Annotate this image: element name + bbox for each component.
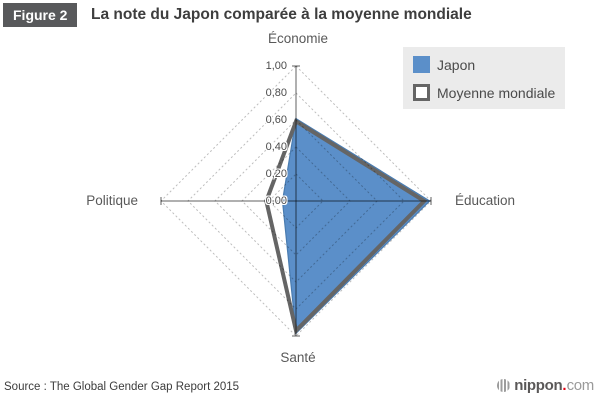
radial-tick-label: 0,60 <box>265 114 287 126</box>
axis-label-politique: Politique <box>86 193 138 208</box>
axis-label-sante: Santé <box>280 350 316 365</box>
radial-tick-label: 0,20 <box>265 168 287 180</box>
axis-label-economie: Économie <box>267 31 329 46</box>
globe-icon <box>497 379 511 392</box>
series-japon <box>281 117 431 335</box>
legend-item-japon: Japon <box>413 56 475 73</box>
figure-badge: Figure 2 <box>3 3 78 27</box>
radial-tick-label: 1,00 <box>265 60 287 72</box>
axis-label-education: Éducation <box>455 193 516 208</box>
legend-label: Japon <box>437 56 476 73</box>
source-note: Source : The Global Gender Gap Report 20… <box>4 381 240 393</box>
radial-tick-label: 0,80 <box>265 87 287 99</box>
logo-tld: com <box>566 377 595 394</box>
radial-tick-label: 0,00 <box>265 195 287 207</box>
nippon-logo: nippon. com <box>497 377 594 394</box>
radial-tick-label: 0,40 <box>265 141 287 153</box>
legend-item-moyenne-mondiale: Moyenne mondiale <box>413 84 555 101</box>
japon-swatch-icon <box>413 56 430 73</box>
chart-legend: Japon Moyenne mondiale <box>403 47 565 109</box>
logo-text: nippon <box>514 377 563 394</box>
logo-dot: . <box>562 377 567 394</box>
moyenne-mondiale-swatch-icon <box>413 84 430 101</box>
legend-label: Moyenne mondiale <box>437 84 556 101</box>
page-title: La note du Japon comparée à la moyenne m… <box>91 6 472 23</box>
